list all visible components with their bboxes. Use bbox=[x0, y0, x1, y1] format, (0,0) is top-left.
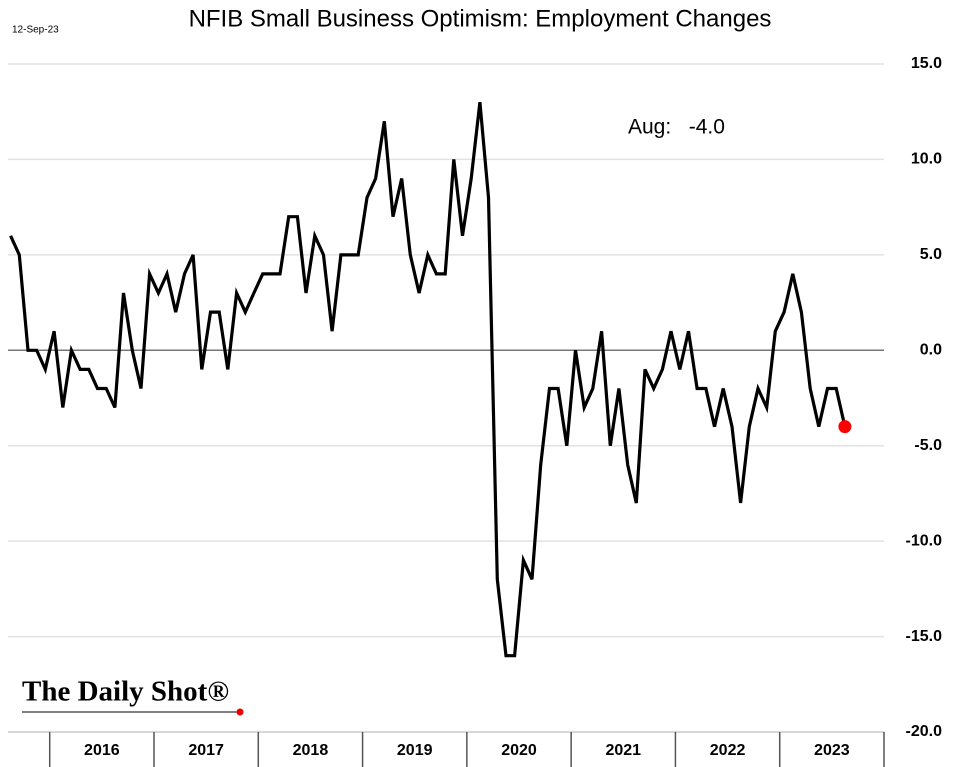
x-tick-label: 2019 bbox=[397, 742, 433, 759]
x-tick-label: 2021 bbox=[605, 742, 641, 759]
y-tick-label: 15.0 bbox=[911, 55, 942, 72]
x-tick-label: 2017 bbox=[188, 742, 224, 759]
source-logo: The Daily Shot® bbox=[22, 676, 229, 708]
x-tick-label: 2023 bbox=[814, 742, 850, 759]
y-tick-label: 5.0 bbox=[920, 246, 942, 263]
chart-title: NFIB Small Business Optimism: Employment… bbox=[189, 5, 772, 32]
data-line bbox=[9, 102, 847, 658]
y-tick-label: -5.0 bbox=[914, 437, 942, 454]
y-tick-label: 0.0 bbox=[920, 342, 942, 359]
latest-point bbox=[838, 420, 852, 434]
date: 12-Sep-23 bbox=[12, 25, 59, 36]
x-tick-label: 2022 bbox=[710, 742, 746, 759]
x-tick-label: 2018 bbox=[293, 742, 329, 759]
y-tick-label: -15.0 bbox=[906, 628, 943, 645]
y-tick-label: -10.0 bbox=[906, 532, 943, 549]
x-tick-label: 2016 bbox=[84, 742, 120, 759]
annotation: Aug: -4.0 bbox=[628, 116, 725, 139]
x-tick-label: 2020 bbox=[501, 742, 537, 759]
y-tick-label: 10.0 bbox=[911, 151, 942, 168]
logo-dot bbox=[236, 708, 244, 716]
y-tick-label: -20.0 bbox=[906, 723, 943, 740]
